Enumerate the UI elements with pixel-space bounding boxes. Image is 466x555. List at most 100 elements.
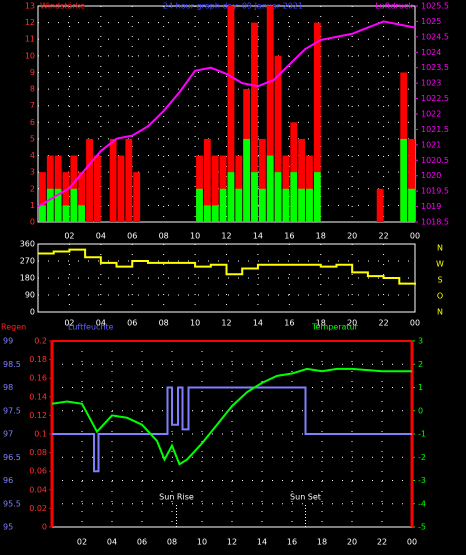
y2-tick-label: 1025.5 [421,2,449,11]
bar [203,138,211,222]
bar [125,138,133,222]
bar [78,172,86,222]
bar [70,188,78,222]
bar [219,188,227,222]
y-tick-label: 7 [30,101,35,110]
bar [298,188,306,222]
x-tick-label: 14 [253,319,263,328]
y2-tick-label: 1018.5 [421,218,449,227]
x-tick-label: 18 [316,232,326,241]
y-tick-label: 9 [30,68,35,77]
x-tick-label: 22 [378,232,388,241]
compass-label: N [437,308,443,317]
y-tick-label: 1 [30,201,35,210]
y-tick-label: 0 [30,218,35,227]
bar [258,188,266,222]
x-tick-label: 18 [317,538,327,547]
y2-tick-label: 1020 [421,171,441,180]
x-tick-label: 14 [257,538,267,547]
y2-tick-label: 1024.5 [421,32,449,41]
y2-tick-label: -1 [418,430,426,439]
x-tick-label: 06 [127,232,137,241]
bar [211,155,219,222]
bar [54,188,62,222]
rain-tick-label: 0.02 [29,504,47,513]
y-tick-label: 8 [30,85,35,94]
bar [62,172,70,222]
bar [313,172,321,222]
data-line [37,20,416,208]
bar [313,22,321,222]
compass-label: N [437,244,443,253]
bar [196,188,203,222]
x-tick-label: 02 [77,538,87,547]
bar [274,172,282,222]
y-tick-label: 4 [30,151,35,160]
x-tick-label: 16 [287,538,297,547]
y2-tick-label: 1020.5 [421,156,449,165]
y2-axis-label: Temperatur [311,323,359,332]
y2-tick-label: 2 [418,360,423,369]
y2-tick-label: 1 [418,383,423,392]
y-tick-label: 97 [3,430,13,439]
y-tick-label: 95.5 [3,499,21,508]
y-tick-label: 6 [30,118,35,127]
bar [203,205,211,222]
x-tick-label: 20 [347,232,357,241]
bar [39,205,46,222]
x-tick-label: 02 [64,319,74,328]
y-tick-label: 360 [20,240,35,249]
y2-tick-label: -4 [418,499,426,508]
x-tick-label: 06 [127,319,137,328]
x-tick-label: 10 [190,232,200,241]
x-tick-label: 20 [347,319,357,328]
bar [376,188,384,222]
rain-tick-label: 0.06 [29,467,47,476]
rain-tick-label: 0.18 [29,355,47,364]
y-tick-label: 5 [30,134,35,143]
x-tick-label: 22 [377,538,387,547]
y2-tick-label: 1021 [421,140,441,149]
bar [408,138,415,222]
y-tick-label: 90 [25,291,35,300]
y2-tick-label: 1023 [421,79,441,88]
y-tick-label: 2 [30,184,35,193]
bar [62,205,70,222]
compass-label: O [437,292,443,301]
bar [282,188,290,222]
bar [39,172,46,222]
bar [133,172,141,222]
rain-tick-label: 0.1 [34,430,47,439]
y2-tick-label: 1022.5 [421,94,449,103]
x-tick-label: 04 [107,538,117,547]
x-tick-label: 10 [190,319,200,328]
bar [306,188,313,222]
bar [211,205,219,222]
y-tick-label: 180 [20,274,35,283]
bar [227,172,235,222]
y-axis-label: Windstärke [40,2,85,11]
bar [408,188,415,222]
y2-tick-label: -3 [418,476,426,485]
y2-tick-label: 0 [418,406,423,415]
x-tick-label: 04 [96,319,106,328]
rain-axis-label: Regen [1,323,26,332]
rain-tick-label: 0.12 [29,411,47,420]
y2-tick-label: -2 [418,453,426,462]
bar [86,138,93,222]
x-tick-label: 08 [159,232,169,241]
y-tick-label: 98.5 [3,360,21,369]
bar [93,155,101,222]
x-tick-label: 04 [96,232,106,241]
y-tick-label: 97.5 [3,406,21,415]
x-tick-label: 06 [137,538,147,547]
x-tick-label: 08 [167,538,177,547]
bar [400,138,408,222]
rain-tick-label: 0 [42,523,47,532]
y2-tick-label: -5 [418,523,426,532]
y-tick-label: 3 [30,168,35,177]
y2-tick-label: 1024 [421,48,441,57]
rain-tick-label: 0.08 [29,448,47,457]
data-line [51,367,412,466]
